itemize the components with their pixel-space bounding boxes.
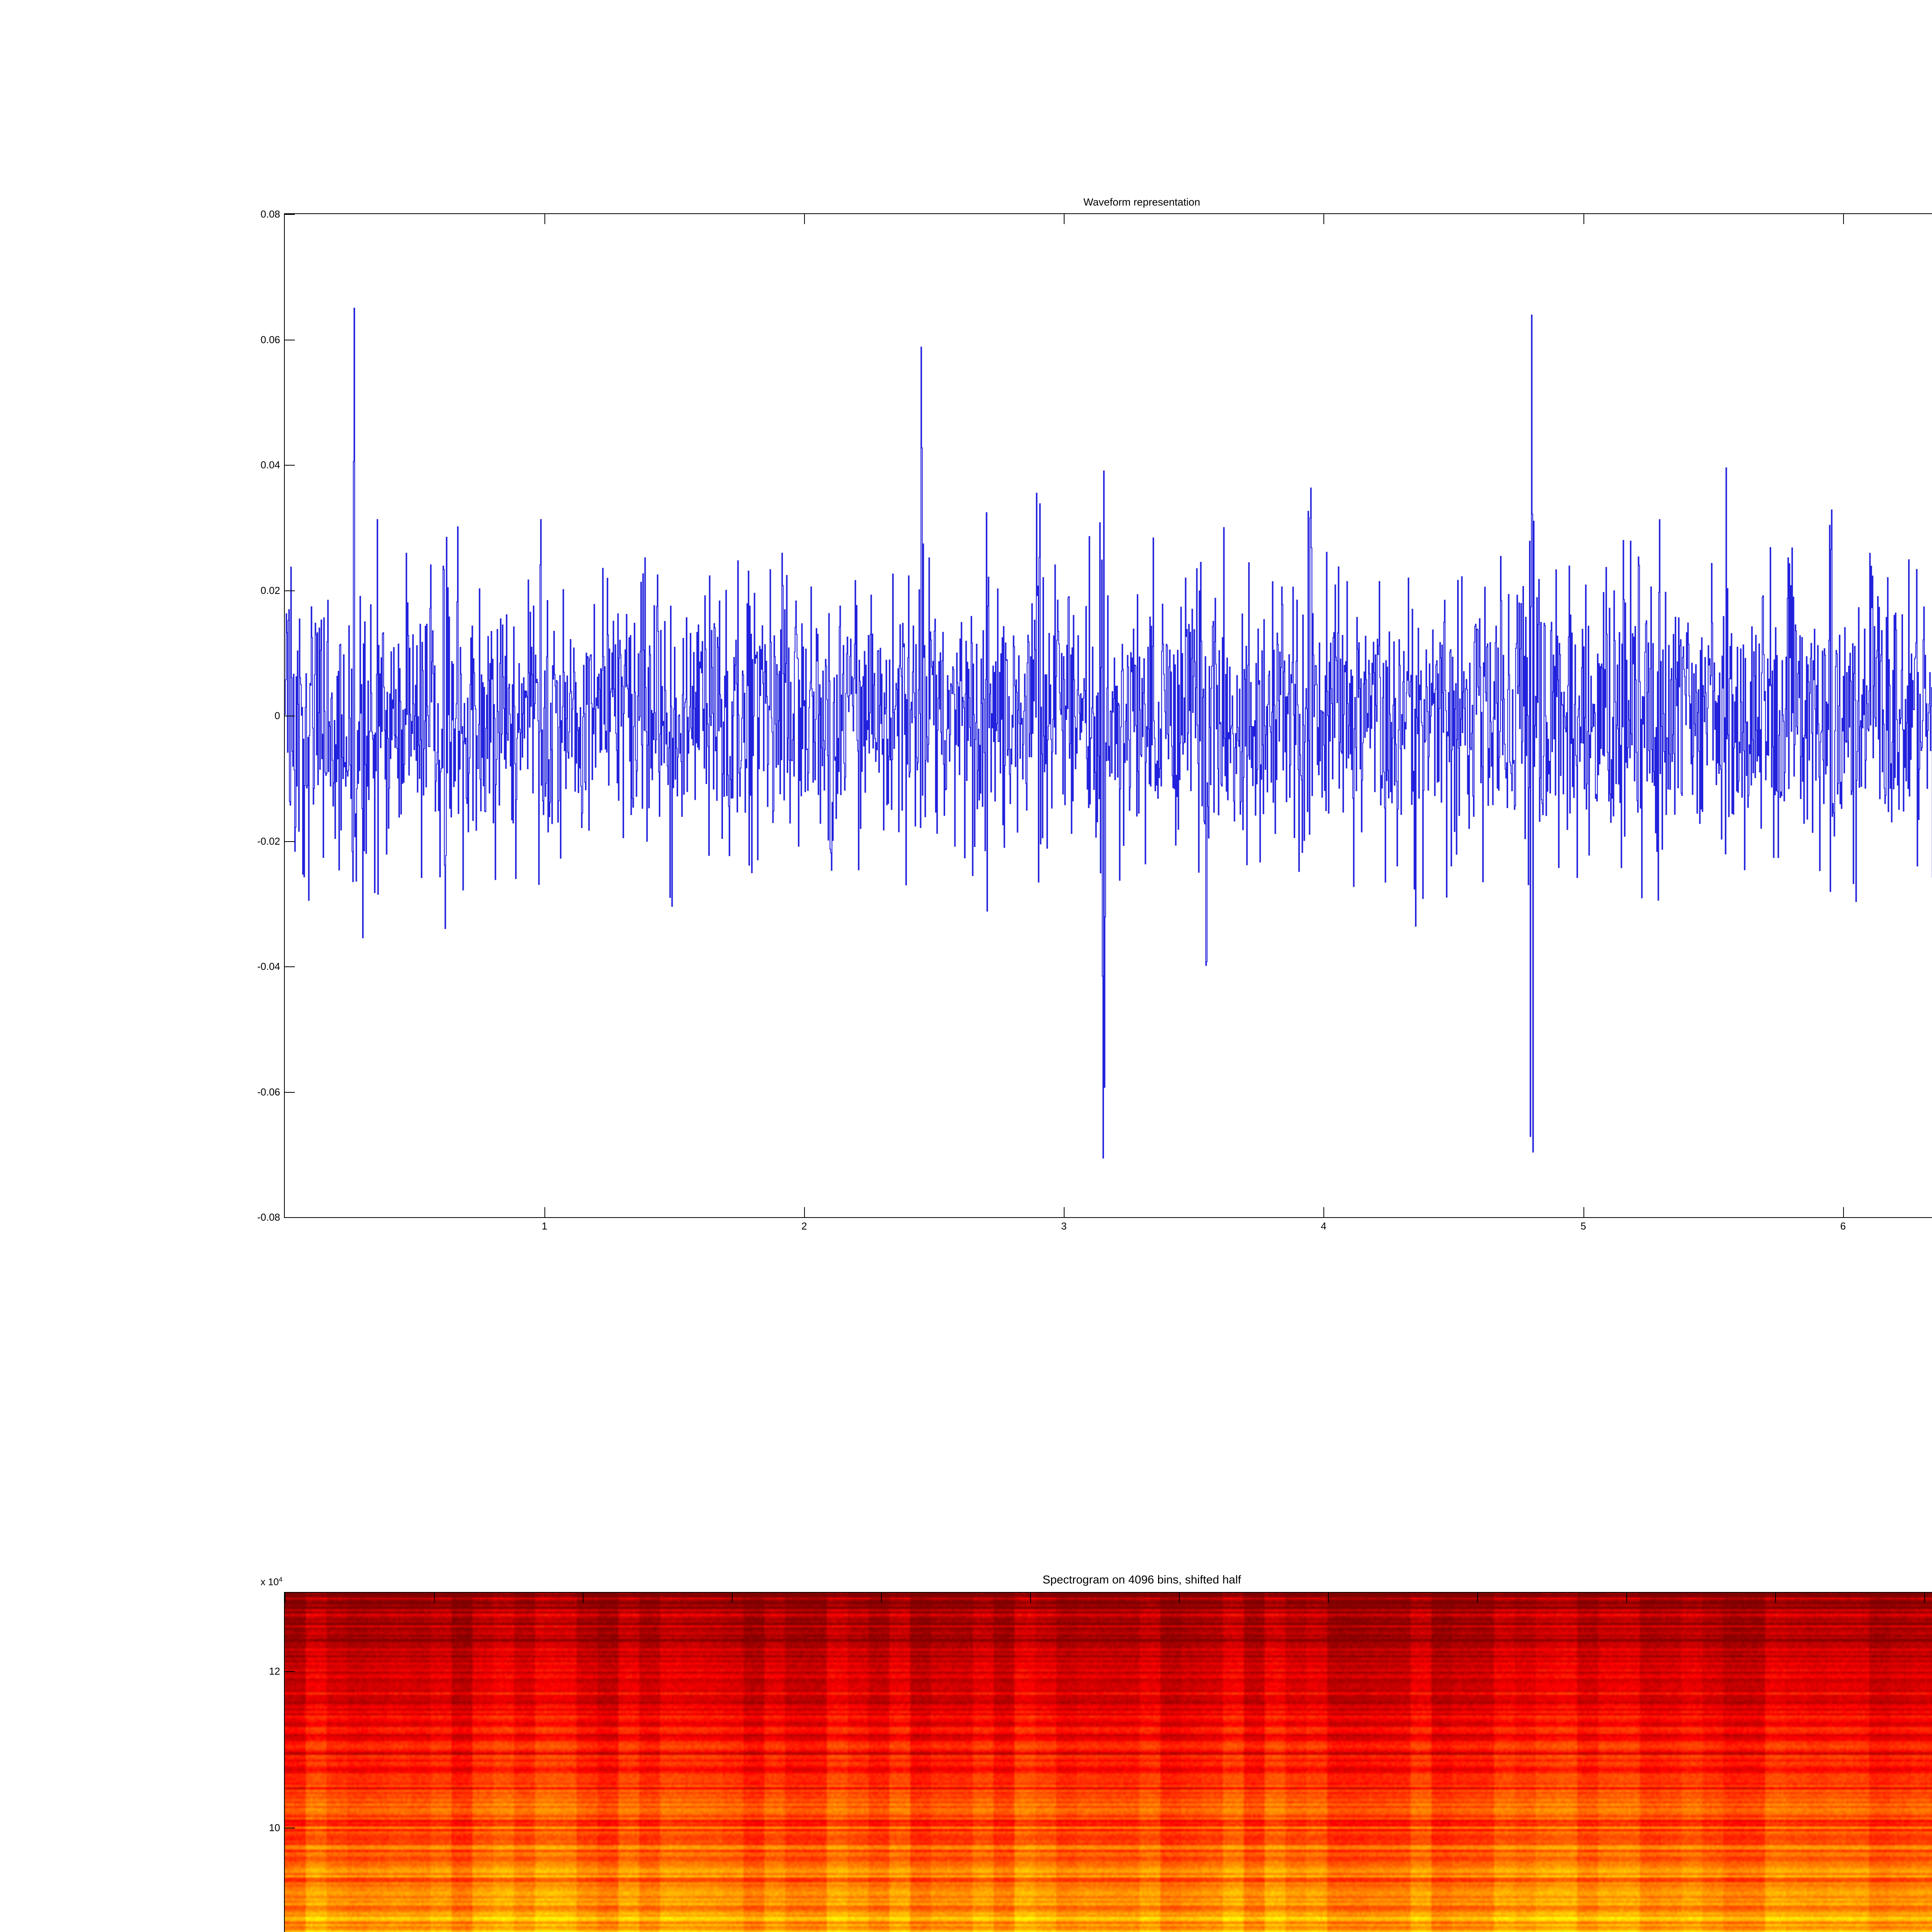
waveform-y-tick-label: 0.08	[260, 208, 280, 220]
waveform-x-tick-top	[804, 214, 805, 224]
spectrogram-x-tick-top	[1030, 1593, 1031, 1603]
waveform-x-tick-top	[1583, 214, 1584, 224]
spectrogram-x-tick-top	[1328, 1593, 1329, 1603]
waveform-x-tick-label: 1	[541, 1220, 548, 1232]
waveform-x-tick-label: 3	[1061, 1220, 1067, 1232]
spectrogram-x-tick-top	[1179, 1593, 1180, 1603]
spectrogram-heatmap	[285, 1593, 1932, 1932]
spectrogram-x-tick-top	[1626, 1593, 1627, 1603]
spectrogram-x-tick-top	[434, 1593, 435, 1603]
waveform-y-tick-label: -0.06	[257, 1086, 280, 1098]
waveform-y-tick-label: -0.08	[257, 1211, 280, 1223]
waveform-x-tick	[804, 1207, 805, 1217]
waveform-x-tick-top	[1323, 214, 1325, 224]
spectrogram-x-tick-top	[1477, 1593, 1478, 1603]
waveform-x-tick-label: 4	[1321, 1220, 1327, 1232]
waveform-trace	[285, 214, 1932, 1217]
spectrogram-x-tick-top	[1924, 1593, 1925, 1603]
waveform-x-tick-top	[1064, 214, 1065, 224]
waveform-x-tick-label: 2	[801, 1220, 807, 1232]
waveform-x-tick-label: 6	[1840, 1220, 1846, 1232]
waveform-y-tick	[285, 841, 295, 842]
waveform-y-tick-label: 0	[274, 710, 280, 721]
waveform-x-tick-top	[544, 214, 546, 224]
waveform-x-tick-top	[1843, 214, 1844, 224]
spectrogram-title: Spectrogram on 4096 bins, shifted half	[1043, 1573, 1241, 1586]
spectrogram-y-multiplier: x 104	[260, 1576, 282, 1588]
spectrogram-axes: Spectrogram on 4096 bins, shifted half 0…	[260, 1573, 1932, 1932]
spectrogram-figure: Spectrogram on 4096 bins, shifted half 0…	[0, 1530, 1932, 1932]
waveform-y-tick	[285, 590, 295, 591]
waveform-y-tick-label: 0.02	[260, 584, 280, 596]
spectrogram-y-tick	[285, 1671, 295, 1672]
waveform-x-tick	[1323, 1207, 1325, 1217]
spectrogram-y-tick-label: 10	[269, 1822, 280, 1834]
waveform-plot-area	[285, 214, 1932, 1217]
spectrogram-x-tick-top	[732, 1593, 733, 1603]
spectrogram-image-area	[285, 1593, 1932, 1932]
spectrogram-x-tick-top	[285, 1593, 286, 1603]
waveform-y-tick	[285, 966, 295, 967]
waveform-y-tick-label: 0.04	[260, 459, 280, 471]
waveform-x-tick	[1583, 1207, 1584, 1217]
waveform-y-tick	[285, 465, 295, 466]
waveform-x-tick-label: 5	[1580, 1220, 1586, 1232]
waveform-axes: Waveform representation 0.08 0.06 0.04 0.02…	[257, 196, 1932, 1231]
spectrogram-x-tick-top	[1775, 1593, 1776, 1603]
waveform-x-tick	[1064, 1207, 1065, 1217]
waveform-path	[285, 308, 1932, 1158]
waveform-x-tick	[544, 1207, 546, 1217]
waveform-y-tick-label: 0.06	[260, 333, 280, 345]
waveform-y-tick	[285, 214, 295, 215]
waveform-title: Waveform representation	[1083, 196, 1201, 208]
waveform-x-tick	[1843, 1207, 1844, 1217]
waveform-y-tick	[285, 1092, 295, 1093]
spectrogram-y-tick-label: 12	[269, 1665, 280, 1677]
waveform-y-tick-label: -0.04	[257, 961, 280, 972]
waveform-y-tick	[285, 1217, 295, 1218]
spectrogram-x-tick-top	[881, 1593, 882, 1603]
waveform-figure: Waveform representation 0.08 0.06 0.04 0.02…	[257, 196, 1932, 1231]
waveform-y-tick-label: -0.02	[257, 835, 280, 847]
